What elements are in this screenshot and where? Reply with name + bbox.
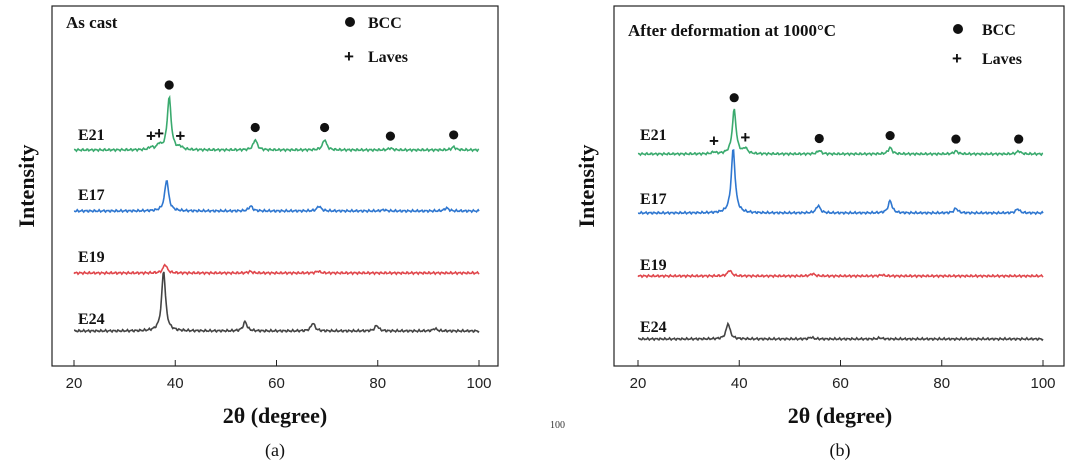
markers-b: + + <box>709 93 1024 150</box>
legend-a: BCC + Laves <box>344 15 408 66</box>
x-tick-label: 40 <box>167 375 184 392</box>
legend-laves-label-a: Laves <box>368 49 408 66</box>
series-line-e21 <box>637 108 1044 157</box>
bcc-peak-marker <box>385 131 396 141</box>
bcc-peak-marker <box>951 134 961 144</box>
legend-laves-marker-b: + <box>952 49 962 68</box>
series-label-e17-a: E17 <box>78 187 105 204</box>
series-line-e17 <box>637 148 1044 216</box>
series-label-e17-b: E17 <box>640 191 667 208</box>
series-label-e24-b: E24 <box>640 319 667 336</box>
legend-laves-marker-a: + <box>344 47 354 66</box>
bcc-peak-marker <box>449 130 459 140</box>
x-axis-title-a: 2θ (degree) <box>223 403 328 428</box>
y-axis-title-b: Intensity <box>574 144 599 227</box>
x-tick-label: 60 <box>832 375 849 392</box>
panel-sublabel-a: (a) <box>265 440 285 461</box>
laves-peak-marker: + <box>709 131 719 150</box>
legend-bcc-marker-b <box>953 24 963 34</box>
panel-b: After deformation at 1000°C BCC + Laves … <box>574 5 1065 461</box>
legend-laves-label-b: Laves <box>982 51 1022 68</box>
series-labels-a: E21 E17 E19 E24 <box>78 127 105 328</box>
bcc-peak-marker <box>1014 134 1024 144</box>
legend-bcc-marker-a <box>345 17 355 27</box>
x-tick-label: 60 <box>268 375 285 392</box>
series-line-e24 <box>73 271 480 334</box>
panel-sublabel-b: (b) <box>830 440 851 461</box>
series-label-e19-b: E19 <box>640 257 667 274</box>
markers-a: ++ + <box>146 80 459 146</box>
bcc-peak-marker <box>885 130 895 141</box>
bcc-peak-marker <box>814 133 824 144</box>
panel-title-a: As cast <box>66 13 118 32</box>
bcc-peak-marker <box>164 80 174 90</box>
panel-a: As cast BCC + Laves ++ + E21 E17 E19 E24 … <box>14 5 499 461</box>
plot-frame-b <box>613 5 1065 367</box>
legend-b: BCC + Laves <box>952 22 1022 68</box>
x-tick-label: 100 <box>1030 375 1055 392</box>
bcc-peak-marker <box>250 122 260 133</box>
x-ticks-b: 20 40 60 80 100 <box>630 360 1056 392</box>
laves-peak-marker: + <box>175 127 185 146</box>
traces-b <box>637 108 1044 342</box>
series-line-e24 <box>637 321 1044 342</box>
x-tick-label: 100 <box>466 375 491 392</box>
plot-frame-a <box>51 5 499 367</box>
x-tick-label: 40 <box>731 375 748 392</box>
laves-peak-marker: + <box>740 128 750 147</box>
laves-peak-marker: + <box>146 127 156 146</box>
series-line-e19 <box>73 263 480 276</box>
traces-a <box>73 94 480 334</box>
bcc-peak-marker <box>319 122 330 133</box>
legend-bcc-label-a: BCC <box>368 15 402 32</box>
series-line-e19 <box>637 269 1044 279</box>
series-label-e21-b: E21 <box>640 127 667 144</box>
series-line-e17 <box>73 180 480 214</box>
y-axis-title-a: Intensity <box>14 144 39 227</box>
x-ticks-a: 20 40 60 80 100 <box>66 360 492 392</box>
x-axis-title-b: 2θ (degree) <box>788 403 893 428</box>
series-label-e24-a: E24 <box>78 311 105 328</box>
x-tick-label: 20 <box>630 375 647 392</box>
x-tick-label: 80 <box>369 375 386 392</box>
footer-fragment: 100 <box>550 420 565 431</box>
x-tick-label: 20 <box>66 375 83 392</box>
bcc-peak-marker <box>729 93 739 103</box>
series-labels-b: E21 E17 E19 E24 <box>640 127 667 336</box>
series-label-e19-a: E19 <box>78 249 105 266</box>
laves-peak-marker: + <box>154 124 164 143</box>
series-label-e21-a: E21 <box>78 127 105 144</box>
panel-title-b: After deformation at 1000°C <box>628 21 836 40</box>
x-tick-label: 80 <box>933 375 950 392</box>
series-line-e21 <box>73 94 480 153</box>
legend-bcc-label-b: BCC <box>982 22 1016 39</box>
